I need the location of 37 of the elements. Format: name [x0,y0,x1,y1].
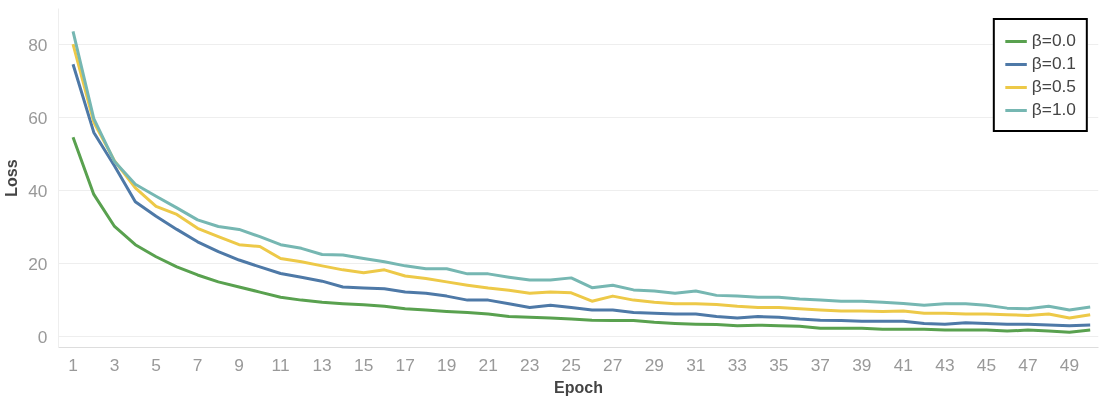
x-tick-label: 7 [192,354,203,375]
x-tick-label: 9 [234,354,244,375]
x-axis-title: Epoch [554,378,603,396]
x-tick-label: 5 [151,354,161,375]
x-tick-label: 13 [312,354,332,375]
y-axis-title: Loss [3,159,21,197]
y-tick-label: 80 [28,34,48,55]
x-tick-label: 45 [976,354,997,375]
x-tick-label: 21 [478,354,498,375]
legend-label: β=0.0 [1031,30,1076,51]
x-tick-label: 3 [109,354,120,375]
x-tick-label: 35 [769,354,789,375]
x-tick-label: 25 [561,354,581,375]
x-tick-label: 39 [852,354,872,375]
x-tick-label: 15 [354,354,374,375]
x-tick-label: 49 [1059,354,1080,375]
x-tick-label: 17 [395,354,415,375]
x-tick-label: 31 [686,354,706,375]
y-tick-label: 60 [28,107,48,128]
y-tick-label: 0 [37,326,48,347]
x-tick-label: 37 [810,354,830,375]
y-tick-label: 40 [28,180,48,201]
x-tick-label: 41 [893,354,914,375]
legend-label: β=0.5 [1031,76,1076,97]
x-tick-label: 11 [271,354,290,375]
x-tick-label: 29 [644,354,664,375]
x-tick-label: 1 [68,354,78,375]
line-series [71,135,1092,334]
x-tick-label: 27 [603,354,623,375]
x-tick-label: 19 [437,354,457,375]
legend-label: β=0.1 [1031,53,1076,74]
x-tick-label: 47 [1018,354,1038,375]
x-tick-label: 43 [935,354,955,375]
x-tick-label: 33 [727,354,747,375]
y-tick-label: 20 [28,253,48,274]
x-tick-label: 23 [520,354,540,375]
legend-label: β=1.0 [1031,99,1076,120]
